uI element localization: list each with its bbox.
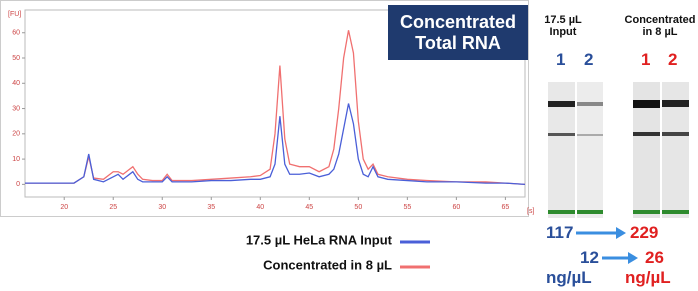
x-tick-label: 20	[60, 204, 68, 211]
x-tick-label: 35	[207, 204, 215, 211]
gel-marker	[633, 210, 660, 214]
lane-number: 2	[584, 50, 593, 70]
gel-band	[548, 133, 575, 136]
chart-title: Concentrated Total RNA	[388, 5, 528, 60]
gel-header: Concentrated in 8 µL	[622, 14, 698, 38]
y-tick-label: 10	[12, 156, 20, 163]
gel-band	[548, 101, 575, 107]
gel-header: 17.5 µL Input	[538, 14, 588, 38]
gel-band	[633, 100, 660, 108]
unit: ng/µL	[625, 268, 671, 288]
gel-band	[633, 132, 660, 136]
unit: ng/µL	[546, 268, 592, 288]
x-tick-label: 45	[305, 204, 313, 211]
x-axis-label: [s]	[527, 208, 534, 215]
y-tick-label: 40	[12, 80, 20, 87]
x-tick-label: 60	[452, 204, 460, 211]
concentration: 12	[580, 248, 599, 268]
lane-number: 1	[556, 50, 565, 70]
gel-band	[577, 134, 603, 136]
x-tick-label: 65	[501, 204, 509, 211]
gel	[548, 82, 689, 218]
gel-marker	[662, 210, 689, 214]
x-tick-label: 30	[158, 204, 166, 211]
x-tick-label: 40	[256, 204, 264, 211]
legend-label: 17.5 µL HeLa RNA Input	[246, 232, 393, 247]
gel-band	[662, 100, 689, 107]
lane-number: 2	[668, 50, 677, 70]
concentration: 229	[630, 223, 658, 243]
gel-band	[577, 102, 603, 106]
y-axis-label: [FU]	[8, 11, 21, 18]
lane-number: 1	[641, 50, 650, 70]
concentration: 26	[645, 248, 664, 268]
x-tick-label: 50	[354, 204, 362, 211]
x-tick-label: 25	[109, 204, 117, 211]
y-tick-label: 0	[16, 181, 20, 188]
arrow-head	[628, 252, 638, 264]
page: [FU] [s] Concentrated Total RNA 20253035…	[0, 0, 698, 291]
y-tick-label: 60	[12, 30, 20, 37]
y-tick-label: 20	[12, 131, 20, 138]
y-tick-label: 50	[12, 55, 20, 62]
legend-label: Concentrated in 8 µL	[263, 257, 392, 272]
gel-marker	[548, 210, 575, 214]
y-tick-label: 30	[12, 105, 20, 112]
concentration: 117	[546, 223, 573, 243]
gel-band	[662, 132, 689, 136]
gel-marker	[577, 210, 603, 214]
x-tick-label: 55	[403, 204, 411, 211]
title-holder: Concentrated Total RNA	[388, 5, 528, 60]
arrow-head	[616, 227, 626, 239]
